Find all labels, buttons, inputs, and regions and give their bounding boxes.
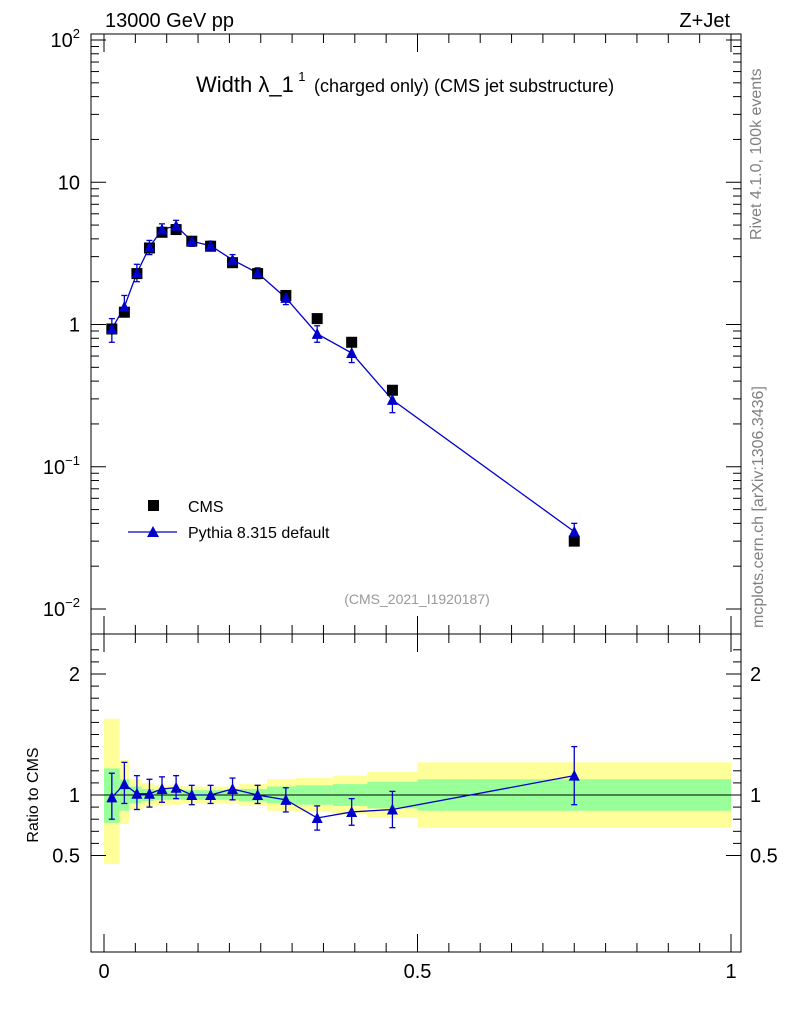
- y-tick-label: 10: [58, 172, 80, 194]
- y-tick-label: 1: [69, 315, 80, 337]
- ratio-marker: [280, 793, 292, 805]
- ratio-marker: [227, 782, 239, 794]
- mc-marker: [386, 393, 398, 405]
- ratio-marker: [118, 778, 130, 790]
- data-points: [106, 224, 580, 547]
- ratio-panel: 2 2 1 1 0.5 0.5 0 0.5 1 Ratio to CMS: [25, 633, 778, 983]
- ratio-marker: [386, 803, 398, 815]
- mcplots-label: mcplots.cern.ch [arXiv:1306.3436]: [750, 386, 767, 628]
- ratio-y-tick-label-left: 0.5: [52, 846, 80, 868]
- x-tick-label: 0: [98, 961, 109, 983]
- ratio-y-tick-label-right: 2: [750, 664, 761, 686]
- ratio-y-tick-label-left: 2: [69, 664, 80, 686]
- y-tick-base: 1: [69, 315, 80, 337]
- y-tick-label: 10−2: [43, 595, 80, 621]
- x-tick-label: 0.5: [404, 961, 432, 983]
- legend-mc-label: Pythia 8.315 default: [188, 525, 330, 542]
- header-process: Z+Jet: [679, 10, 730, 32]
- cms-data-point: [118, 306, 130, 318]
- title-main: Width λ_1: [196, 72, 294, 97]
- mc-marker: [227, 253, 239, 265]
- ratio-frame: [90, 633, 742, 953]
- x-tick-label: 1: [725, 961, 736, 983]
- ratio-y-tick-label-right: 1: [750, 785, 761, 807]
- mc-marker: [280, 291, 292, 303]
- mc-marker: [156, 223, 168, 235]
- ratio-marker: [170, 781, 182, 793]
- legend-mc-marker: [147, 526, 159, 537]
- ratio-marker: [346, 805, 358, 817]
- mc-markers: [106, 219, 580, 537]
- mc-series-line: [111, 224, 575, 533]
- ratio-marker: [205, 789, 217, 800]
- y-tick-exponent: −2: [65, 595, 80, 610]
- legend-cms-label: CMS: [188, 499, 224, 516]
- cms-data-point: [386, 384, 398, 396]
- mc-marker: [131, 267, 143, 279]
- mc-marker: [311, 327, 323, 339]
- plot-title: Width λ_1 1 (charged only) (CMS jet subs…: [196, 68, 614, 97]
- cms-data-point: [568, 535, 580, 547]
- ratio-marker: [252, 789, 264, 800]
- mc-marker: [568, 525, 580, 537]
- mc-marker: [252, 267, 264, 279]
- mc-marker: [346, 347, 358, 359]
- mc-marker: [106, 322, 118, 334]
- y-tick-base: 10: [43, 457, 65, 479]
- main-frame: [90, 33, 742, 635]
- ratio-y-tick-label-left: 1: [69, 785, 80, 807]
- y-tick-exponent: −1: [65, 453, 80, 468]
- mc-marker: [205, 239, 217, 251]
- ratio-bands: [104, 718, 731, 864]
- y-tick-base: 10: [43, 599, 65, 621]
- cms-data-point: [346, 336, 358, 348]
- ratio-axes: 2 2 1 1 0.5 0.5 0 0.5 1: [52, 633, 778, 983]
- ratio-markers: [106, 769, 580, 823]
- mc-line: [111, 224, 575, 533]
- ratio-y-tick-label-right: 0.5: [750, 846, 778, 868]
- cms-data-point: [311, 313, 323, 325]
- ratio-marker: [131, 787, 143, 799]
- y-tick-base: 10: [51, 30, 73, 52]
- ratio-marker: [311, 811, 323, 823]
- analysis-id: (CMS_2021_I1920187): [344, 591, 490, 607]
- mc-marker: [186, 235, 198, 247]
- mc-error-bars: [108, 219, 578, 542]
- title-subtitle: (charged only) (CMS jet substructure): [314, 76, 614, 96]
- y-tick-base: 10: [58, 172, 80, 194]
- ratio-marker: [143, 787, 155, 799]
- ratio-error-bars: [108, 745, 578, 831]
- header-energy: 13000 GeV pp: [105, 10, 234, 32]
- legend: CMS Pythia 8.315 default: [128, 499, 330, 542]
- legend-cms-marker: [148, 500, 159, 511]
- mc-marker: [118, 300, 130, 312]
- y-tick-exponent: 2: [73, 26, 80, 41]
- ratio-marker: [106, 791, 118, 803]
- y-tick-label: 10−1: [43, 453, 80, 479]
- rivet-label: Rivet 4.1.0, 100k events: [748, 68, 765, 240]
- mc-marker: [170, 219, 182, 231]
- y-tick-label: 102: [51, 26, 80, 52]
- title-superscript: 1: [298, 69, 305, 84]
- ratio-marker: [186, 789, 198, 800]
- mc-marker: [143, 241, 155, 253]
- ratio-ylabel: Ratio to CMS: [25, 747, 42, 842]
- ratio-marker: [568, 769, 580, 781]
- ratio-marker: [156, 782, 168, 794]
